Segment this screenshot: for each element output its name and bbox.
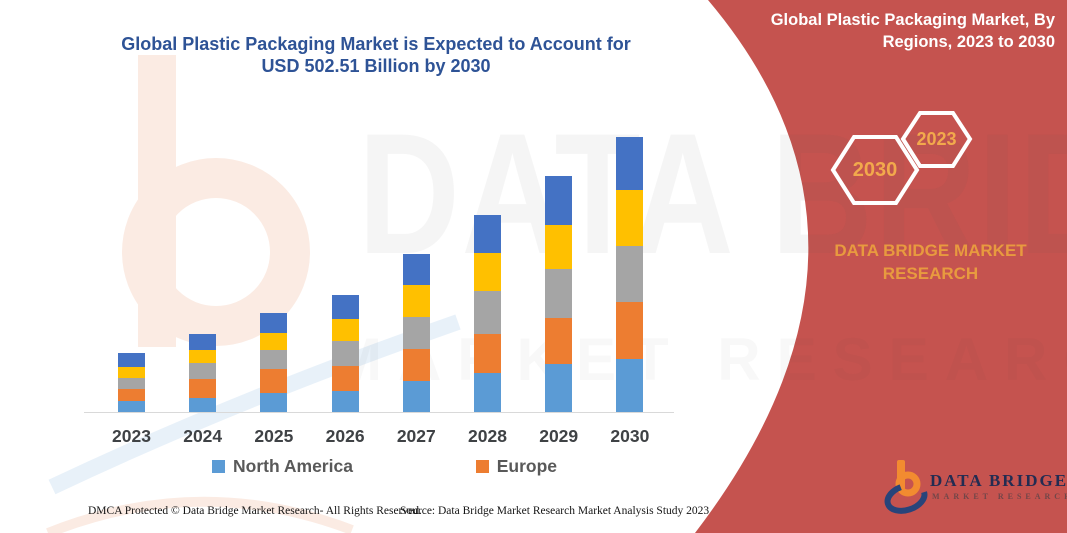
bar-segment-north-america	[331, 391, 359, 412]
bar-2027	[402, 253, 430, 412]
red-panel-path	[695, 0, 1067, 533]
panel-brand-text: DATA BRIDGE MARKET RESEARCH	[813, 240, 1048, 286]
chart-title: Global Plastic Packaging Market is Expec…	[121, 34, 631, 77]
bar-segment	[118, 378, 145, 389]
watermark-arc	[46, 496, 354, 533]
bar-segment-europe	[118, 388, 145, 401]
bar-segment	[331, 319, 359, 342]
bar-segment	[118, 367, 145, 379]
hexagon-2030-icon	[830, 135, 920, 205]
x-axis-label-2029: 2029	[539, 426, 579, 446]
bar-segment	[331, 294, 359, 320]
logo-subtitle: MARKET RESEARCH	[932, 492, 1067, 501]
bar-segment-europe	[474, 334, 501, 373]
legend-swatch-icon	[475, 460, 489, 473]
bar-segment-europe	[331, 366, 359, 392]
company-logo: DATA BRIDGE MARKET RESEARCH	[882, 455, 1067, 525]
bar-segment	[616, 137, 644, 191]
bar-segment-north-america	[189, 397, 217, 412]
bar-segment	[545, 269, 573, 318]
chart-legend: North America Europe	[212, 456, 557, 477]
bar-segment-europe	[402, 349, 430, 381]
watermark-b-bowl	[122, 158, 310, 346]
bar-segment	[545, 175, 573, 225]
legend-label: Europe	[496, 456, 557, 476]
logo-name: DATA BRIDGE	[930, 471, 1067, 490]
bar-segment-north-america	[260, 392, 288, 412]
x-axis-label-2026: 2026	[325, 426, 365, 446]
hexagon-2023-icon	[900, 111, 973, 168]
bar-segment	[474, 291, 501, 335]
bar-segment	[189, 334, 217, 351]
bar-segment	[260, 332, 288, 351]
bar-segment-north-america	[118, 400, 145, 412]
watermark-swoosh-icon	[48, 314, 461, 495]
bar-segment	[474, 215, 501, 253]
legend-swatch-icon	[212, 460, 225, 473]
bar-2030	[616, 137, 644, 412]
legend-item-europe: Europe	[475, 456, 557, 477]
bar-segment-north-america	[402, 380, 430, 412]
bar-segment	[260, 350, 288, 369]
bar-segment-north-america	[616, 358, 644, 412]
bar-segment-north-america	[545, 364, 573, 412]
panel-title: Global Plastic Packaging Market, By Regi…	[770, 11, 1055, 51]
bar-segment	[402, 316, 430, 350]
bar-segment	[189, 350, 217, 364]
bar-2026	[331, 294, 359, 412]
panel-brand-line2: RESEARCH	[882, 263, 979, 283]
bar-2029	[545, 175, 573, 412]
bar-segment	[331, 341, 359, 367]
x-axis-label-2027: 2027	[396, 426, 436, 446]
hexagon-2023-label: 2023	[916, 129, 957, 149]
company-logo-icon	[884, 460, 928, 514]
bar-segment	[402, 284, 430, 317]
x-axis-label-2024: 2024	[183, 426, 223, 446]
x-axis-label-2030: 2030	[610, 426, 650, 446]
bar-segment-north-america	[474, 372, 501, 412]
footer-source: Source: Data Bridge Market Research Mark…	[400, 505, 710, 517]
bar-2024	[189, 334, 217, 412]
bar-2023	[118, 353, 145, 412]
bar-segment	[260, 313, 288, 333]
x-axis-label-2023: 2023	[112, 426, 151, 446]
panel-brand-line1: DATA BRIDGE MARKET	[834, 241, 1027, 260]
x-axis-line	[84, 412, 674, 413]
legend-label: North America	[233, 456, 353, 476]
bar-segment	[402, 253, 430, 285]
bar-segment	[616, 245, 644, 303]
legend-item-north-america: North America	[212, 456, 353, 477]
bar-segment	[118, 353, 145, 368]
bar-segment-europe	[189, 378, 217, 398]
x-axis-label-2028: 2028	[468, 426, 507, 446]
bar-segment	[616, 190, 644, 246]
bar-2028	[474, 215, 501, 412]
bar-segment	[189, 363, 217, 379]
footer-dmca: DMCA Protected © Data Bridge Market Rese…	[88, 505, 422, 517]
bar-segment-europe	[616, 302, 644, 359]
bar-segment-europe	[260, 368, 288, 393]
bar-segment-europe	[545, 317, 573, 365]
bar-2025	[260, 313, 288, 412]
x-axis-label-2025: 2025	[254, 426, 294, 446]
hexagon-2030-label: 2030	[852, 159, 898, 181]
bar-segment	[474, 252, 501, 292]
bar-segment	[545, 224, 573, 270]
